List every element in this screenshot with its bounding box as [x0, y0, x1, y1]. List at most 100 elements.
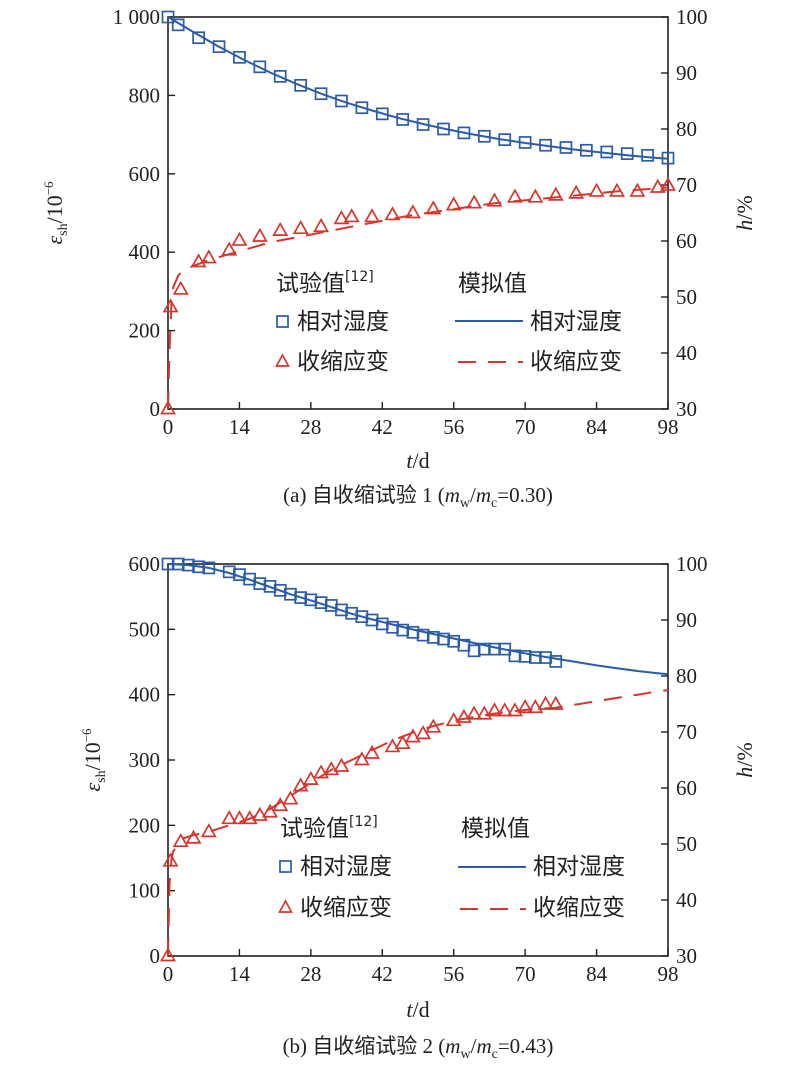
y-left-tick-label: 500: [129, 617, 161, 641]
x-tick-label: 14: [229, 415, 251, 439]
series-layer: [160, 10, 676, 415]
data-point-shrink: [343, 208, 360, 223]
legend-header-simulated: 模拟值: [461, 816, 530, 842]
data-point-rh: [375, 107, 389, 121]
data-point-shrink: [455, 708, 472, 723]
data-point-rh: [273, 70, 287, 83]
y-left-tick-label: 0: [150, 944, 161, 968]
data-point-shrink: [527, 188, 544, 203]
series-line-rh-simulated: [167, 16, 669, 160]
y-left-tick-label: 600: [129, 552, 161, 576]
data-point-shrink: [476, 705, 493, 720]
x-tick-label: 84: [586, 962, 608, 986]
y-left-tick-label: 200: [129, 813, 161, 837]
data-point-shrink: [588, 182, 605, 197]
y-left-tick-label: 400: [129, 240, 161, 264]
data-point-rh: [335, 94, 348, 108]
x-tick-label: 14: [229, 962, 251, 986]
x-tick-label: 98: [658, 415, 679, 439]
data-point-rh: [171, 18, 185, 32]
data-point-rh: [161, 10, 175, 24]
x-axis-label: t/d: [406, 448, 429, 473]
data-point-shrink: [364, 744, 381, 759]
legend-label-shrink-experimental: 收缩应变: [300, 895, 392, 921]
data-point-shrink: [384, 738, 401, 753]
panel-caption: (a) 自收缩试验 1 (mw/mc=0.30): [283, 483, 553, 511]
data-point-shrink: [404, 728, 421, 743]
legend-header-experimental: 试验值: [280, 816, 349, 842]
legend: 试验值 [12] 模拟值 相对湿度 相对湿度 收缩应变 收缩应变: [278, 814, 625, 921]
data-point-shrink: [231, 810, 248, 825]
y-right-tick-label: 100: [676, 552, 708, 576]
x-tick-label: 70: [515, 415, 536, 439]
y-right-tick-label: 50: [676, 285, 697, 309]
series-line-shrink-simulated: [167, 186, 669, 410]
y-right-tick-label: 60: [676, 776, 697, 800]
axis-ticks: 0 14 28 42 56 70 84 98 0 100 200 300 400 500 600 30 40 50…: [129, 552, 708, 986]
svg-text:εsh/10−6: εsh/10−6: [41, 181, 71, 245]
y-axis-left-label: εsh/10−6: [41, 181, 71, 245]
data-point-rh: [253, 60, 267, 74]
data-point-shrink: [282, 790, 299, 805]
data-point-shrink: [333, 210, 350, 225]
data-point-shrink: [649, 178, 666, 193]
data-point-shrink: [333, 757, 350, 772]
y-right-tick-label: 30: [676, 397, 697, 421]
data-point-shrink: [292, 219, 309, 235]
data-point-shrink: [466, 194, 483, 209]
y-left-tick-label: 400: [129, 683, 161, 707]
y-axis-right-label: h/%: [732, 195, 757, 230]
x-tick-label: 70: [515, 962, 536, 986]
svg-text:εsh/10−6: εsh/10−6: [79, 728, 109, 792]
data-point-rh: [355, 101, 369, 115]
data-point-shrink: [445, 196, 462, 211]
data-point-shrink: [251, 227, 268, 242]
legend-header-experimental: 试验值: [276, 271, 345, 297]
x-tick-label: 42: [372, 962, 393, 986]
data-point-shrink: [466, 705, 483, 720]
series-line-rh-simulated: [167, 563, 669, 676]
data-point-shrink: [384, 206, 401, 221]
data-point-rh: [314, 87, 328, 101]
legend-label-shrink-experimental: 收缩应变: [297, 349, 389, 375]
x-tick-label: 98: [658, 962, 679, 986]
svg-text:h/%: h/%: [732, 742, 757, 777]
y-right-tick-label: 80: [676, 664, 697, 688]
legend-label-rh-simulated: 相对湿度: [533, 854, 625, 880]
series-line-shrink-simulated: [167, 689, 669, 957]
legend-header-simulated: 模拟值: [458, 271, 527, 297]
data-point-shrink: [160, 400, 176, 415]
y-right-tick-label: 70: [676, 720, 697, 744]
legend-marker-square: [279, 860, 292, 873]
y-right-tick-label: 50: [676, 832, 697, 856]
x-axis-label: t/d: [406, 997, 429, 1022]
y-right-tick-label: 90: [676, 608, 697, 632]
x-tick-label: 0: [163, 962, 174, 986]
data-point-rh: [467, 644, 481, 658]
axis-ticks: 0 14 28 42 56 70 84 98 0 200 400 600 800 1 000 30 40 50 6…: [113, 5, 708, 439]
legend-label-rh-experimental: 相对湿度: [300, 854, 392, 880]
x-tick-label: 42: [372, 415, 393, 439]
data-point-shrink: [160, 947, 176, 962]
panel-caption: (b) 自收缩试验 2 (mw/mc=0.43): [283, 1034, 554, 1062]
data-point-shrink: [486, 702, 503, 717]
data-point-shrink: [660, 176, 676, 191]
y-right-tick-label: 80: [676, 117, 697, 141]
chart-panel-a: 0 14 28 42 56 70 84 98 0 200 400 600 800 1 000 30 40 50 6…: [41, 5, 757, 511]
chart-panel-b: 0 14 28 42 56 70 84 98 0 100 200 300 400 500 600 30 40 50…: [79, 552, 757, 1062]
legend-label-rh-experimental: 相对湿度: [297, 309, 389, 335]
data-point-shrink: [221, 810, 238, 825]
legend-marker-triangle: [278, 899, 293, 913]
legend-marker-square: [276, 315, 289, 328]
data-point-shrink: [568, 184, 585, 199]
svg-text:h/%: h/%: [732, 195, 757, 230]
x-tick-label: 0: [163, 415, 174, 439]
data-point-shrink: [609, 182, 625, 197]
y-right-tick-label: 100: [676, 5, 708, 29]
y-left-tick-label: 200: [129, 319, 161, 343]
y-axis-left-label: εsh/10−6: [79, 728, 109, 792]
x-tick-label: 84: [586, 415, 608, 439]
y-axis-right-label: h/%: [732, 742, 757, 777]
data-point-rh: [294, 78, 308, 92]
data-point-shrink: [251, 806, 268, 821]
